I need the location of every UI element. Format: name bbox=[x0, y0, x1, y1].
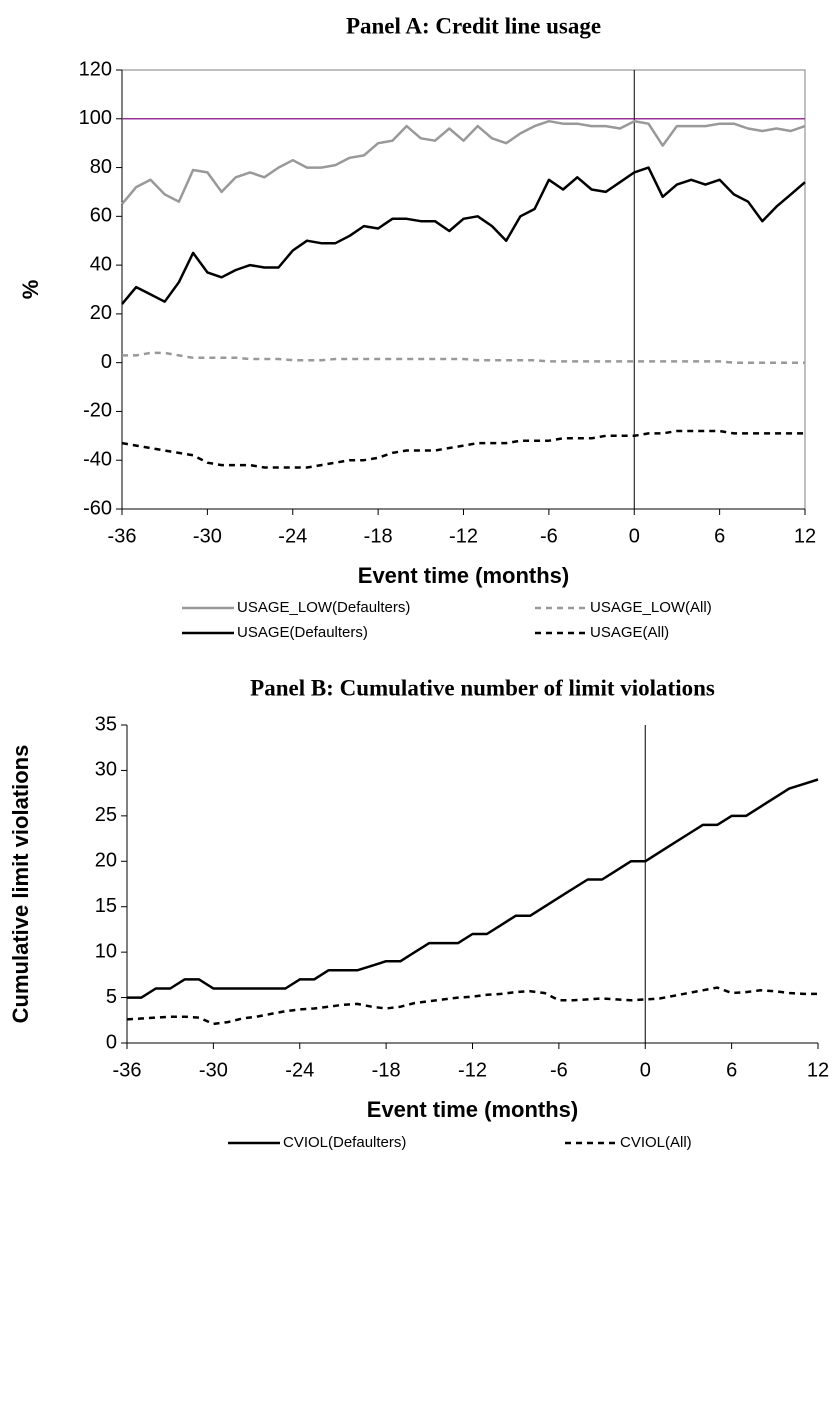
chart-title: Panel B: Cumulative number of limit viol… bbox=[250, 675, 715, 700]
y-tick-label: 0 bbox=[106, 1031, 117, 1053]
y-tick-label: 30 bbox=[95, 759, 117, 781]
series-line bbox=[121, 119, 806, 205]
y-tick-label: -60 bbox=[83, 497, 112, 519]
series-line bbox=[121, 166, 806, 305]
series-line bbox=[121, 429, 805, 469]
x-tick-label: -36 bbox=[113, 1059, 142, 1081]
y-tick-label: 60 bbox=[90, 205, 112, 227]
legend-label: USAGE(Defaulters) bbox=[237, 624, 368, 641]
legend-label: USAGE_LOW(Defaulters) bbox=[237, 599, 410, 616]
x-tick-label: -30 bbox=[199, 1059, 228, 1081]
y-tick-label: 35 bbox=[95, 713, 117, 735]
y-tick-label: 80 bbox=[90, 156, 112, 178]
series-line bbox=[127, 778, 819, 999]
x-tick-label: 0 bbox=[629, 525, 640, 547]
x-tick-label: 12 bbox=[794, 525, 816, 547]
y-axis-title: % bbox=[18, 280, 43, 300]
x-tick-label: 12 bbox=[807, 1059, 829, 1081]
y-tick-label: 25 bbox=[95, 804, 117, 826]
series-line bbox=[122, 351, 805, 364]
y-tick-label: 10 bbox=[95, 940, 117, 962]
x-tick-label: 0 bbox=[640, 1059, 651, 1081]
x-tick-label: -12 bbox=[458, 1059, 487, 1081]
y-tick-label: 20 bbox=[90, 302, 112, 324]
x-axis-title: Event time (months) bbox=[358, 563, 569, 588]
x-tick-label: -18 bbox=[372, 1059, 401, 1081]
y-tick-label: 40 bbox=[90, 253, 112, 275]
x-tick-label: -12 bbox=[449, 525, 478, 547]
y-tick-label: -40 bbox=[83, 449, 112, 471]
y-tick-label: 20 bbox=[95, 850, 117, 872]
y-tick-label: 15 bbox=[95, 895, 117, 917]
y-tick-label: -20 bbox=[83, 400, 112, 422]
x-tick-label: -18 bbox=[364, 525, 393, 547]
chart-title: Panel A: Credit line usage bbox=[346, 13, 601, 38]
x-tick-label: -36 bbox=[108, 525, 137, 547]
x-tick-label: 6 bbox=[714, 525, 725, 547]
legend-label: CVIOL(All) bbox=[620, 1134, 692, 1151]
y-tick-label: 120 bbox=[79, 58, 112, 80]
x-tick-label: -6 bbox=[550, 1059, 568, 1081]
legend-label: USAGE_LOW(All) bbox=[590, 599, 712, 616]
series-line bbox=[126, 986, 818, 1026]
y-axis-title: Cumulative limit violations bbox=[8, 745, 33, 1024]
plot-frame bbox=[121, 69, 806, 510]
x-tick-label: -24 bbox=[285, 1059, 314, 1081]
y-tick-label: 100 bbox=[79, 107, 112, 129]
legend-label: USAGE(All) bbox=[590, 624, 669, 641]
y-tick-label: 0 bbox=[101, 351, 112, 373]
x-axis-title: Event time (months) bbox=[367, 1097, 578, 1122]
x-tick-label: -24 bbox=[278, 525, 307, 547]
y-tick-label: 5 bbox=[106, 986, 117, 1008]
legend-label: CVIOL(Defaulters) bbox=[283, 1134, 406, 1151]
x-tick-label: -6 bbox=[540, 525, 558, 547]
x-tick-label: 6 bbox=[726, 1059, 737, 1081]
x-tick-label: -30 bbox=[193, 525, 222, 547]
